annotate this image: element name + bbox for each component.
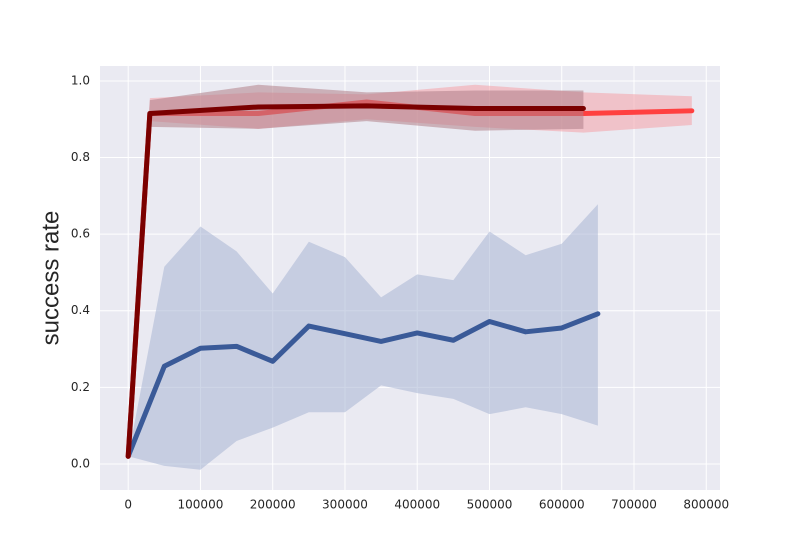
x-tick-label: 700000	[611, 498, 657, 512]
y-tick-label: 0.8	[71, 150, 90, 164]
confidence-band	[128, 84, 584, 457]
x-tick-label: 300000	[322, 498, 368, 512]
line	[125, 103, 586, 459]
y-tick-label: 0.4	[71, 303, 90, 317]
y-axis-label: success rate	[37, 211, 64, 346]
x-tick-label: 600000	[539, 498, 585, 512]
x-tick-label: 100000	[178, 498, 224, 512]
x-tick-label: 800000	[683, 498, 729, 512]
y-tick-label: 0.6	[71, 227, 90, 241]
x-tick-label: 200000	[250, 498, 296, 512]
y-tick-label: 1.0	[71, 73, 90, 87]
x-tick-label: 500000	[467, 498, 513, 512]
x-tick-label: 0	[124, 498, 132, 512]
y-tick-label: 0.2	[71, 380, 90, 394]
x-tick-label: 400000	[394, 498, 440, 512]
line	[125, 311, 601, 459]
y-tick-label: 0.0	[71, 456, 90, 470]
